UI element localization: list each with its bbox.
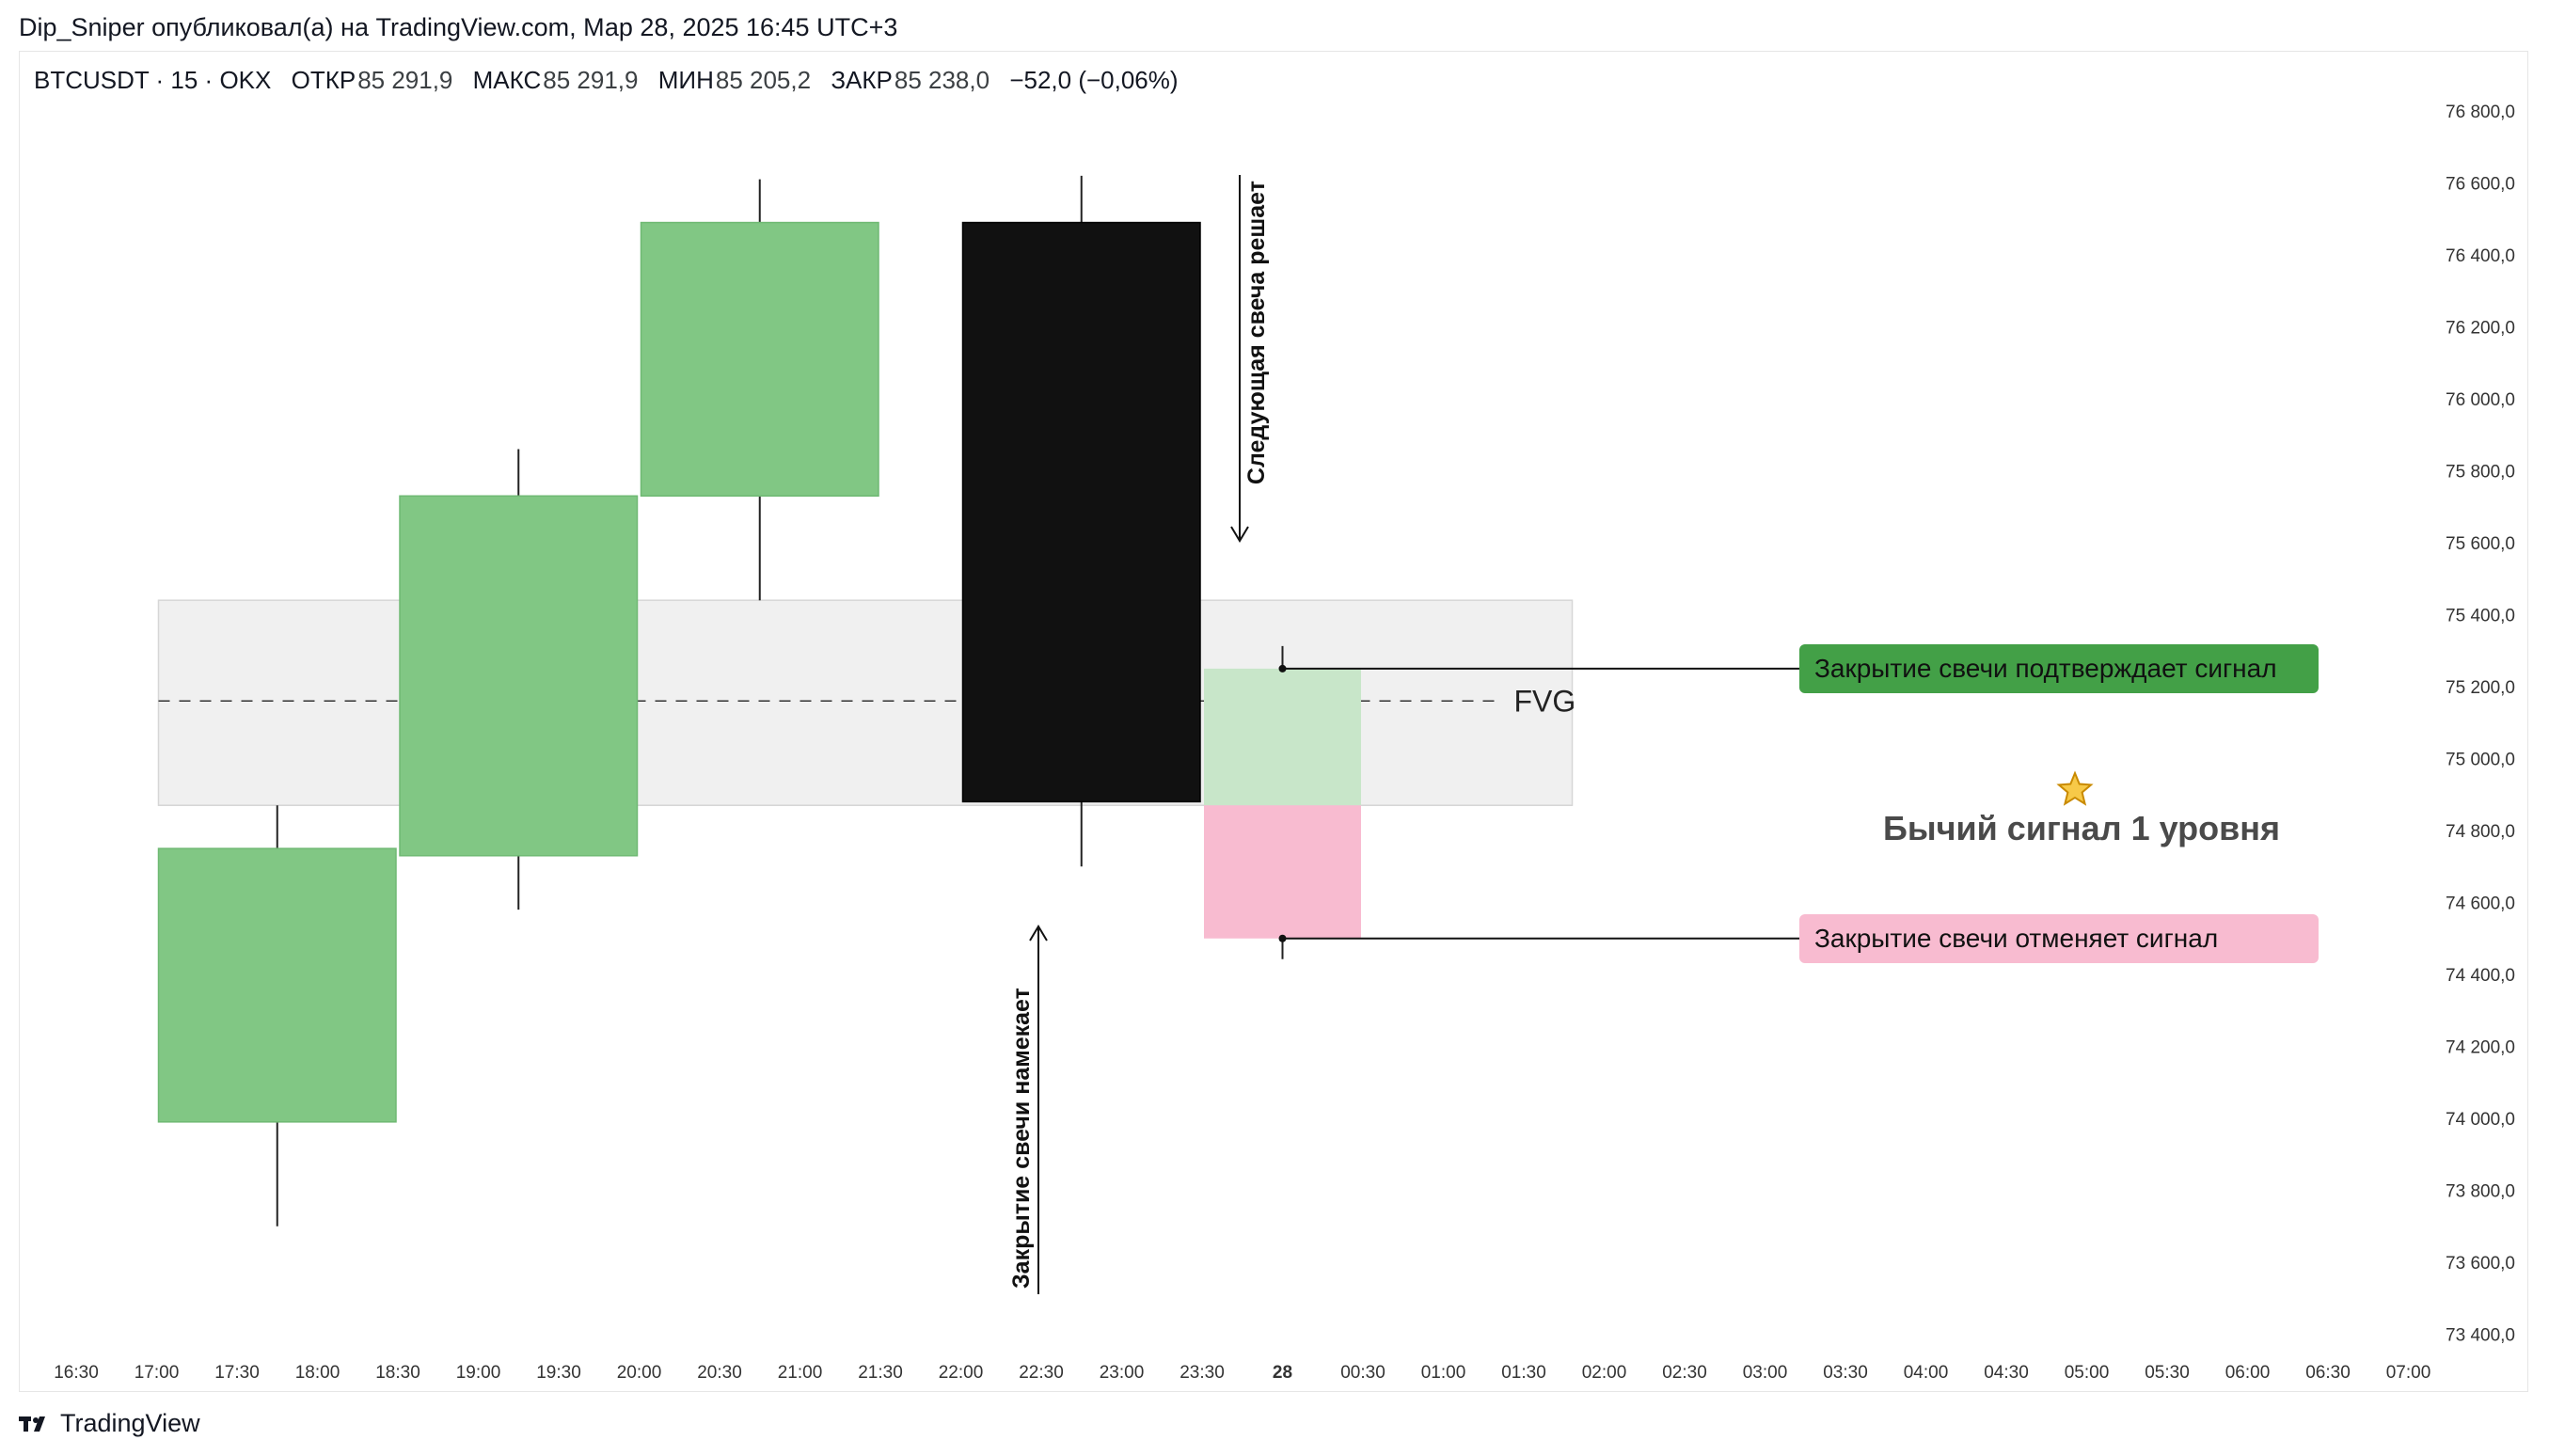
x-tick-label: 22:30 — [1019, 1363, 1064, 1383]
y-tick-label: 75 400,0 — [2446, 607, 2515, 626]
star-icon — [2056, 770, 2094, 806]
x-tick-label: 05:00 — [2065, 1363, 2110, 1383]
footer-brand-text: TradingView — [60, 1409, 200, 1437]
x-tick-label: 03:00 — [1743, 1363, 1788, 1383]
candle-body-3 — [640, 221, 879, 498]
y-tick-label: 74 200,0 — [2446, 1038, 2515, 1058]
chart-frame[interactable] — [19, 51, 2528, 1392]
footer-brand[interactable]: TradingView — [19, 1409, 200, 1438]
x-tick-label: 21:00 — [778, 1363, 823, 1383]
x-tick-label: 21:30 — [858, 1363, 903, 1383]
y-tick-label: 75 600,0 — [2446, 534, 2515, 554]
tradingview-logo-icon — [19, 1416, 45, 1432]
high-value: 85 291,9 — [543, 66, 639, 94]
y-tick-label: 76 600,0 — [2446, 175, 2515, 195]
next-candle-annotation: Следующая свеча решает — [1243, 181, 1270, 484]
x-tick-label: 02:30 — [1662, 1363, 1707, 1383]
x-tick-label: 01:30 — [1501, 1363, 1546, 1383]
x-tick-label: 18:30 — [375, 1363, 420, 1383]
x-tick-label: 22:00 — [939, 1363, 984, 1383]
y-tick-label: 74 000,0 — [2446, 1110, 2515, 1130]
y-tick-label: 73 400,0 — [2446, 1326, 2515, 1346]
x-tick-label: 20:00 — [617, 1363, 662, 1383]
y-tick-label: 73 600,0 — [2446, 1254, 2515, 1274]
x-tick-label: 17:00 — [135, 1363, 180, 1383]
x-tick-label: 01:00 — [1421, 1363, 1466, 1383]
open-value: 85 291,9 — [357, 66, 453, 94]
x-tick-label: 07:00 — [2386, 1363, 2431, 1383]
x-tick-label: 02:00 — [1582, 1363, 1627, 1383]
symbol-name[interactable]: BTCUSDT · 15 · OKX — [34, 66, 272, 94]
change-value: −52,0 (−0,06%) — [1009, 66, 1179, 94]
x-tick-label: 19:00 — [456, 1363, 501, 1383]
close-value: 85 238,0 — [894, 66, 990, 94]
x-tick-label: 00:30 — [1340, 1363, 1385, 1383]
x-tick-label: 06:30 — [2305, 1363, 2351, 1383]
x-tick-label: 03:30 — [1823, 1363, 1868, 1383]
published-line: Dip_Sniper опубликовал(а) на TradingView… — [19, 13, 898, 41]
confirm-signal-label: Закрытие свечи подтверждает сигнал — [1799, 643, 2319, 693]
next-candle-cancel — [1204, 805, 1361, 939]
y-tick-label: 74 400,0 — [2446, 966, 2515, 986]
y-tick-label: 76 200,0 — [2446, 319, 2515, 339]
x-tick-label: 23:00 — [1100, 1363, 1145, 1383]
y-tick-label: 74 800,0 — [2446, 822, 2515, 842]
x-tick-label: 04:00 — [1904, 1363, 1949, 1383]
high-label: МАКС — [472, 66, 542, 94]
candle-body-1 — [157, 847, 397, 1123]
x-tick-label: 23:30 — [1180, 1363, 1225, 1383]
candle-body-2 — [399, 495, 639, 857]
x-tick-label: 04:30 — [1984, 1363, 2029, 1383]
next-candle-arrow-head — [1230, 526, 1249, 543]
y-tick-label: 74 600,0 — [2446, 894, 2515, 914]
open-label: ОТКР — [291, 66, 356, 94]
symbol-bar: BTCUSDT · 15 · OKX ОТКР85 291,9 МАКС85 2… — [34, 66, 1179, 95]
x-tick-label: 16:30 — [54, 1363, 99, 1383]
y-tick-label: 76 000,0 — [2446, 390, 2515, 410]
signal-title: Бычий сигнал 1 уровня — [1883, 809, 2280, 847]
x-tick-label: 19:30 — [536, 1363, 581, 1383]
close-hint-annotation: Закрытие свечи намекает — [1008, 988, 1035, 1289]
x-tick-label: 17:30 — [214, 1363, 260, 1383]
close-label: ЗАКР — [831, 66, 893, 94]
cancel-signal-label: Закрытие свечи отменяет сигнал — [1799, 913, 2319, 963]
low-label: МИН — [657, 66, 714, 94]
candle-body-4 — [961, 221, 1201, 803]
next-candle-confirm — [1204, 668, 1361, 806]
y-tick-label: 75 000,0 — [2446, 751, 2515, 770]
y-tick-label: 75 800,0 — [2446, 463, 2515, 483]
y-tick-label: 76 800,0 — [2446, 103, 2515, 122]
x-tick-label: 05:30 — [2145, 1363, 2190, 1383]
x-tick-label: 28 — [1273, 1363, 1292, 1383]
close-hint-arrow-head — [1029, 925, 1048, 942]
x-tick-label: 20:30 — [697, 1363, 742, 1383]
x-tick-label: 18:00 — [295, 1363, 340, 1383]
y-tick-label: 76 400,0 — [2446, 246, 2515, 266]
x-tick-label: 06:00 — [2225, 1363, 2271, 1383]
y-tick-label: 73 800,0 — [2446, 1182, 2515, 1202]
y-tick-label: 75 200,0 — [2446, 678, 2515, 698]
fvg-label: FVG — [1514, 684, 1576, 718]
low-value: 85 205,2 — [715, 66, 812, 94]
